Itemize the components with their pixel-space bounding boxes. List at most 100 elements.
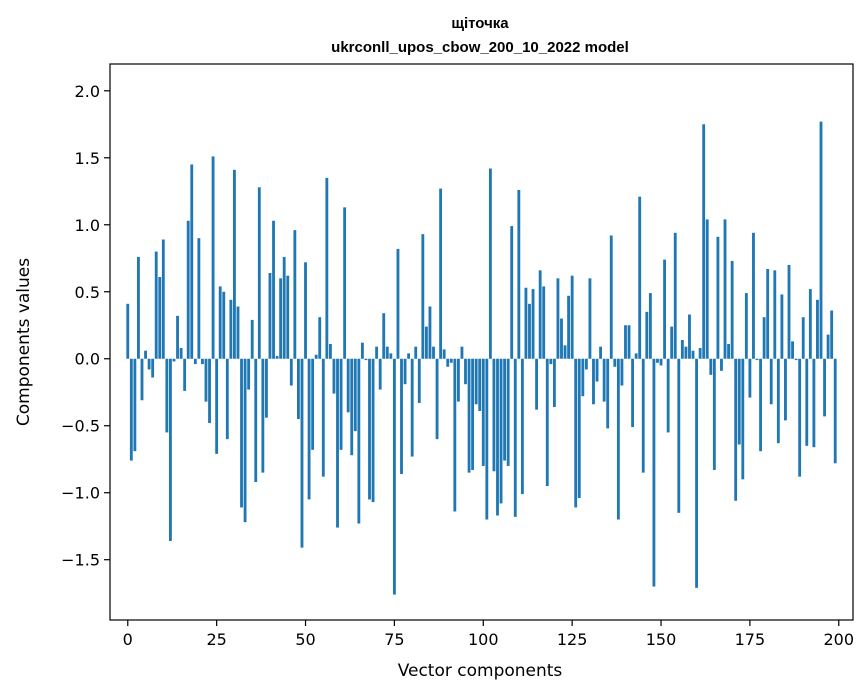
bar	[570, 275, 574, 359]
bar	[556, 278, 560, 359]
bars-group	[126, 121, 837, 595]
y-axis-label: Components values	[14, 258, 34, 426]
bar	[392, 358, 396, 595]
bar	[186, 220, 190, 359]
bar	[261, 358, 265, 473]
y-tick-label: 1.5	[75, 149, 100, 168]
bar	[357, 358, 361, 524]
bar	[563, 345, 567, 359]
bar	[193, 358, 197, 365]
bar	[599, 346, 603, 359]
bar	[478, 358, 482, 411]
bar	[528, 303, 531, 359]
y-tick-label: 2.0	[75, 82, 100, 101]
bar	[453, 358, 457, 512]
bar	[776, 358, 780, 444]
bar	[300, 358, 304, 548]
x-tick-label: 150	[646, 630, 677, 649]
bar	[161, 239, 165, 359]
bar	[645, 311, 649, 359]
bar	[609, 235, 613, 359]
bar	[624, 325, 627, 359]
bar	[147, 358, 151, 370]
x-tick-label: 0	[123, 630, 133, 649]
bar	[588, 278, 592, 359]
bar	[531, 289, 535, 359]
bar	[723, 219, 727, 359]
bar	[140, 358, 144, 401]
bar	[424, 326, 428, 359]
bar	[677, 358, 681, 513]
bar	[222, 291, 226, 359]
bar	[755, 358, 759, 361]
bar	[560, 318, 563, 359]
bar	[318, 317, 322, 359]
x-tick-label: 200	[824, 630, 855, 649]
bar	[442, 349, 446, 359]
chart-subtitle: ukrconll_upos_cbow_200_10_2022 model	[331, 39, 629, 56]
bar	[346, 358, 350, 413]
bar	[549, 358, 553, 365]
bar	[648, 293, 652, 359]
bar	[787, 264, 791, 359]
bar	[247, 358, 251, 390]
bar	[289, 358, 293, 386]
bar	[460, 346, 464, 359]
bar	[574, 358, 578, 508]
bar	[826, 334, 830, 359]
bar	[567, 295, 571, 359]
y-tick-label: −1.0	[61, 484, 100, 503]
bar	[471, 358, 475, 470]
bar	[762, 317, 766, 359]
bar	[382, 313, 386, 359]
bar	[236, 306, 240, 359]
bar	[652, 358, 656, 587]
bar	[503, 358, 507, 461]
bar	[126, 303, 130, 359]
bar	[250, 319, 254, 359]
bar	[268, 273, 272, 359]
bar	[602, 358, 606, 402]
bar	[172, 358, 176, 362]
x-tick-label: 175	[735, 630, 766, 649]
bar	[336, 358, 339, 528]
bar	[485, 358, 489, 520]
bar	[517, 189, 521, 359]
bar	[730, 260, 734, 359]
x-axis-label: Vector components	[398, 661, 563, 681]
bar	[606, 358, 610, 429]
bar	[169, 358, 172, 541]
bar	[641, 358, 645, 473]
bar	[254, 358, 258, 483]
bar	[151, 358, 155, 378]
bar	[279, 278, 283, 359]
y-tick-label: 0.5	[75, 283, 100, 302]
bar	[656, 358, 659, 363]
bar	[492, 358, 496, 472]
bar	[353, 358, 357, 432]
bar	[183, 358, 187, 391]
bar	[663, 259, 666, 359]
bar	[620, 358, 624, 386]
bar	[158, 277, 162, 359]
bar	[720, 358, 723, 371]
bar	[375, 346, 379, 359]
x-tick-label: 50	[295, 630, 315, 649]
bar	[432, 346, 435, 359]
bar	[328, 344, 332, 359]
bar	[364, 358, 368, 361]
y-tick-label: 1.0	[75, 216, 100, 235]
bar	[211, 156, 215, 359]
bar	[343, 207, 347, 359]
bar	[332, 358, 336, 394]
bar	[233, 169, 236, 359]
bar	[542, 286, 546, 359]
bar	[510, 226, 514, 359]
bar	[666, 358, 670, 433]
bar	[201, 358, 204, 365]
bar	[698, 348, 702, 359]
bar	[784, 358, 787, 421]
bar	[833, 358, 837, 464]
y-tick-label: −0.5	[61, 417, 100, 436]
bar	[673, 232, 677, 359]
